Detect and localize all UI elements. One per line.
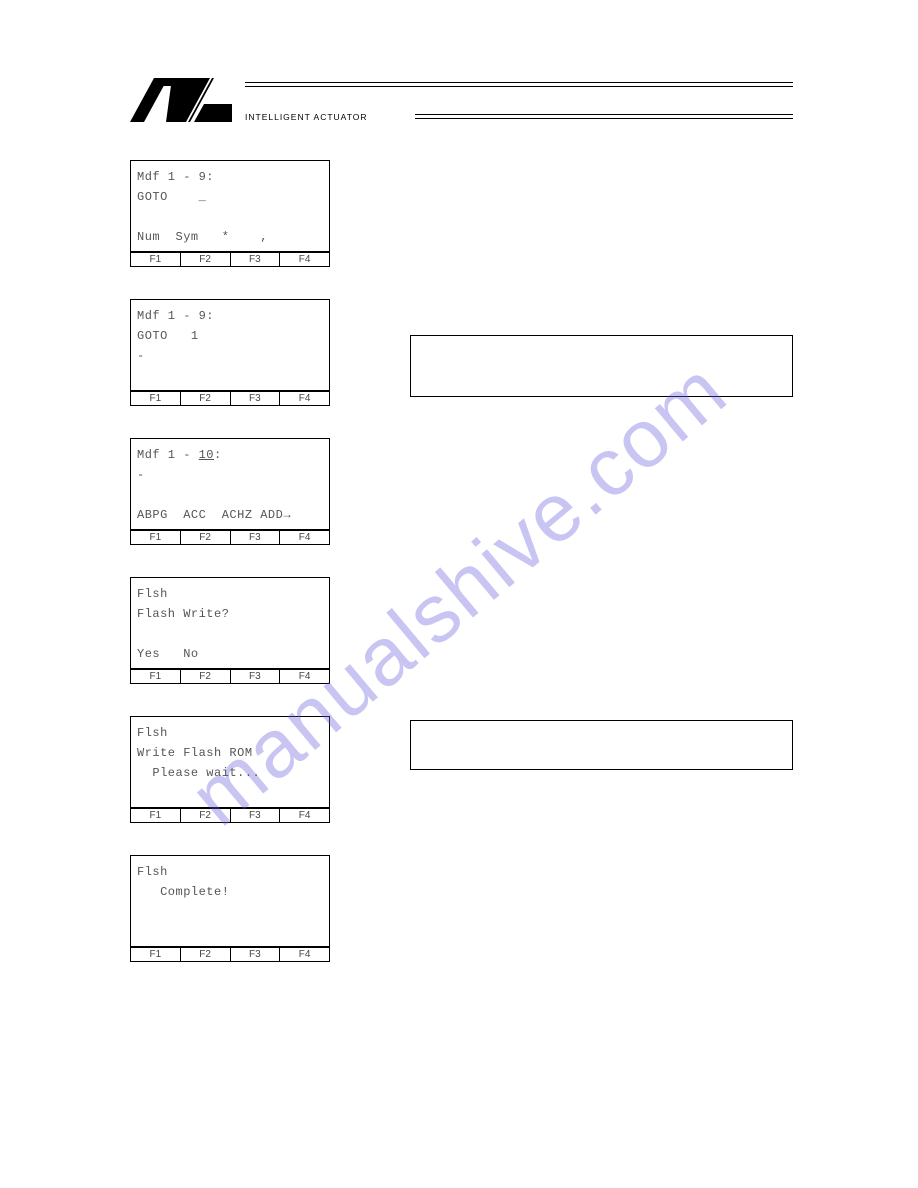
lcd-screen: Mdf 1 - 9: GOTO _ Num Sym * , [130,160,330,252]
screen-line: Complete! [137,885,229,899]
screen-line: Yes No [137,647,199,661]
lcd-screen: Flsh Complete! [130,855,330,947]
screen-line: Flsh [137,587,168,601]
lcd-screen-group: Mdf 1 - 10: - ABPG ACC ACHZ ADD→ F1 F2 F… [130,438,330,545]
lcd-screen-group: Mdf 1 - 9: GOTO _ Num Sym * , F1 F2 F3 F… [130,160,330,267]
lcd-screen-group: Flsh Flash Write? Yes No F1 F2 F3 F4 [130,577,330,684]
function-keys: F1 F2 F3 F4 [130,947,330,962]
f1-key[interactable]: F1 [131,391,181,406]
screen-row: Flsh Flash Write? Yes No F1 F2 F3 F4 [130,577,793,684]
screen-row: Mdf 1 - 9: GOTO 1 - F1 F2 F3 F4 [130,299,793,406]
screen-line: Write Flash ROM [137,746,253,760]
f1-key[interactable]: F1 [131,669,181,684]
screen-line: Num Sym * , [137,230,268,244]
f4-key[interactable]: F4 [280,669,330,684]
annotation-box [410,335,793,397]
f2-key[interactable]: F2 [181,669,231,684]
function-keys: F1 F2 F3 F4 [130,530,330,545]
f2-key[interactable]: F2 [181,947,231,962]
f1-key[interactable]: F1 [131,252,181,267]
screen-line: Flash Write? [137,607,229,621]
screen-line: - [137,349,145,363]
screen-line: - [137,468,145,482]
screen-line: Please wait... [137,766,260,780]
lcd-screen-group: Flsh Write Flash ROM Please wait... F1 F… [130,716,330,823]
annotation-box [410,720,793,770]
screen-line: Flsh [137,865,168,879]
screen-line: Mdf 1 - 9: [137,309,214,323]
f2-key[interactable]: F2 [181,808,231,823]
screen-line: GOTO _ [137,190,206,204]
f2-key[interactable]: F2 [181,252,231,267]
f4-key[interactable]: F4 [280,252,330,267]
screen-line: ABPG ACC ACHZ ADD→ [137,508,291,522]
lcd-screen: Flsh Write Flash ROM Please wait... [130,716,330,808]
screen-line: Mdf 1 - 10: [137,448,222,462]
f1-key[interactable]: F1 [131,530,181,545]
lcd-screen-group: Flsh Complete! F1 F2 F3 F4 [130,855,330,962]
function-keys: F1 F2 F3 F4 [130,808,330,823]
lcd-screen-group: Mdf 1 - 9: GOTO 1 - F1 F2 F3 F4 [130,299,330,406]
f2-key[interactable]: F2 [181,391,231,406]
f4-key[interactable]: F4 [280,391,330,406]
f1-key[interactable]: F1 [131,808,181,823]
f3-key[interactable]: F3 [231,530,281,545]
lcd-screen: Flsh Flash Write? Yes No [130,577,330,669]
f3-key[interactable]: F3 [231,391,281,406]
lcd-screen: Mdf 1 - 10: - ABPG ACC ACHZ ADD→ [130,438,330,530]
header-subtitle: INTELLIGENT ACTUATOR [245,112,368,122]
f4-key[interactable]: F4 [280,530,330,545]
function-keys: F1 F2 F3 F4 [130,669,330,684]
brand-logo [130,78,240,124]
screen-row: Mdf 1 - 10: - ABPG ACC ACHZ ADD→ F1 F2 F… [130,438,793,545]
f4-key[interactable]: F4 [280,947,330,962]
function-keys: F1 F2 F3 F4 [130,391,330,406]
screen-line: Flsh [137,726,168,740]
screen-line: Mdf 1 - 9: [137,170,214,184]
f1-key[interactable]: F1 [131,947,181,962]
lcd-screen: Mdf 1 - 9: GOTO 1 - [130,299,330,391]
f3-key[interactable]: F3 [231,669,281,684]
screen-line: GOTO 1 [137,329,199,343]
function-keys: F1 F2 F3 F4 [130,252,330,267]
screen-row: Mdf 1 - 9: GOTO _ Num Sym * , F1 F2 F3 F… [130,160,793,267]
content-area: Mdf 1 - 9: GOTO _ Num Sym * , F1 F2 F3 F… [130,160,793,994]
header-rule-bottom [415,114,793,119]
f3-key[interactable]: F3 [231,808,281,823]
f3-key[interactable]: F3 [231,252,281,267]
page-header: INTELLIGENT ACTUATOR [130,80,793,130]
f3-key[interactable]: F3 [231,947,281,962]
screen-row: Flsh Write Flash ROM Please wait... F1 F… [130,716,793,823]
screen-row: Flsh Complete! F1 F2 F3 F4 [130,855,793,962]
f4-key[interactable]: F4 [280,808,330,823]
header-rule-top [245,82,793,87]
f2-key[interactable]: F2 [181,530,231,545]
